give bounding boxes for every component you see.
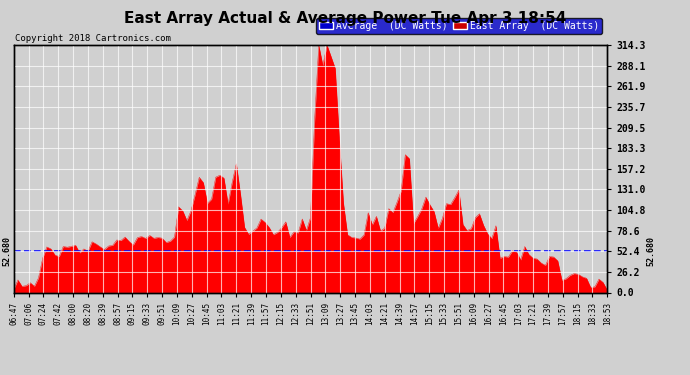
- Text: East Array Actual & Average Power Tue Apr 3 18:54: East Array Actual & Average Power Tue Ap…: [124, 11, 566, 26]
- Text: 52.680: 52.680: [646, 236, 655, 266]
- Text: 52.680: 52.680: [2, 236, 11, 266]
- Text: Copyright 2018 Cartronics.com: Copyright 2018 Cartronics.com: [15, 33, 171, 42]
- Legend: Average  (DC Watts), East Array  (DC Watts): Average (DC Watts), East Array (DC Watts…: [316, 18, 602, 33]
